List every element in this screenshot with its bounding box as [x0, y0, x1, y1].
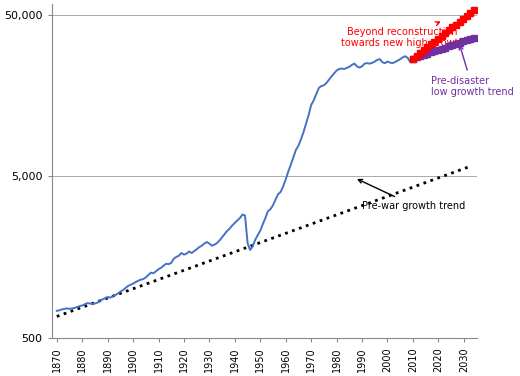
Text: Pre-disaster
low growth trend: Pre-disaster low growth trend	[431, 46, 513, 97]
Text: Beyond reconstruction
towards new high growth: Beyond reconstruction towards new high g…	[341, 22, 465, 49]
Text: Pre-war growth trend: Pre-war growth trend	[358, 179, 465, 211]
